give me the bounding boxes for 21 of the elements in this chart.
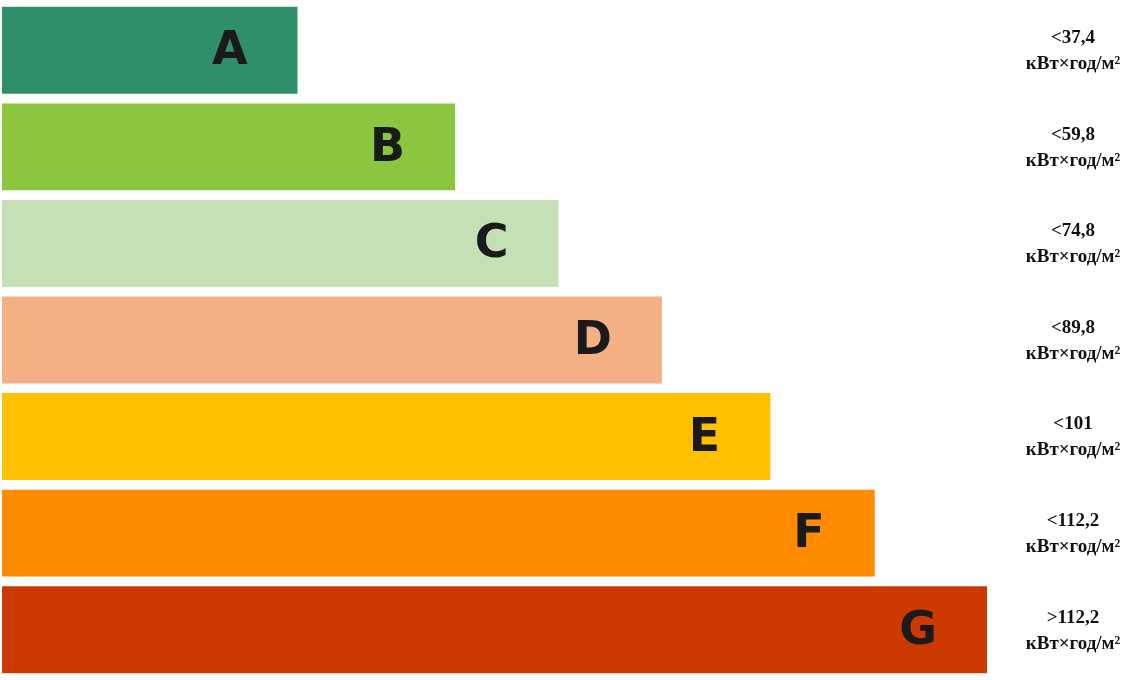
- y-tick-label: F: [793, 504, 825, 559]
- bar: [2, 103, 456, 191]
- text: <59,8 кВт×год/м²: [1025, 122, 1121, 170]
- y-tick-label: E: [688, 407, 721, 462]
- bar: [2, 6, 298, 94]
- y-tick-label: C: [474, 214, 509, 269]
- bar: [2, 393, 771, 481]
- text: >112,2 кВт×год/м²: [1025, 605, 1121, 653]
- text: <74,8 кВт×год/м²: [1025, 219, 1121, 267]
- text: <37,4 кВт×год/м²: [1025, 26, 1121, 74]
- y-tick-label: B: [370, 117, 406, 172]
- bar: [2, 586, 987, 674]
- y-tick-label: A: [211, 21, 248, 76]
- bar: [2, 489, 875, 577]
- text: <112,2 кВт×год/м²: [1025, 509, 1121, 557]
- text: <101 кВт×год/м²: [1025, 412, 1121, 460]
- text: <89,8 кВт×год/м²: [1025, 315, 1121, 363]
- y-tick-label: G: [899, 600, 937, 655]
- y-tick-label: D: [573, 310, 612, 365]
- bar: [2, 199, 559, 287]
- bar: [2, 296, 662, 384]
